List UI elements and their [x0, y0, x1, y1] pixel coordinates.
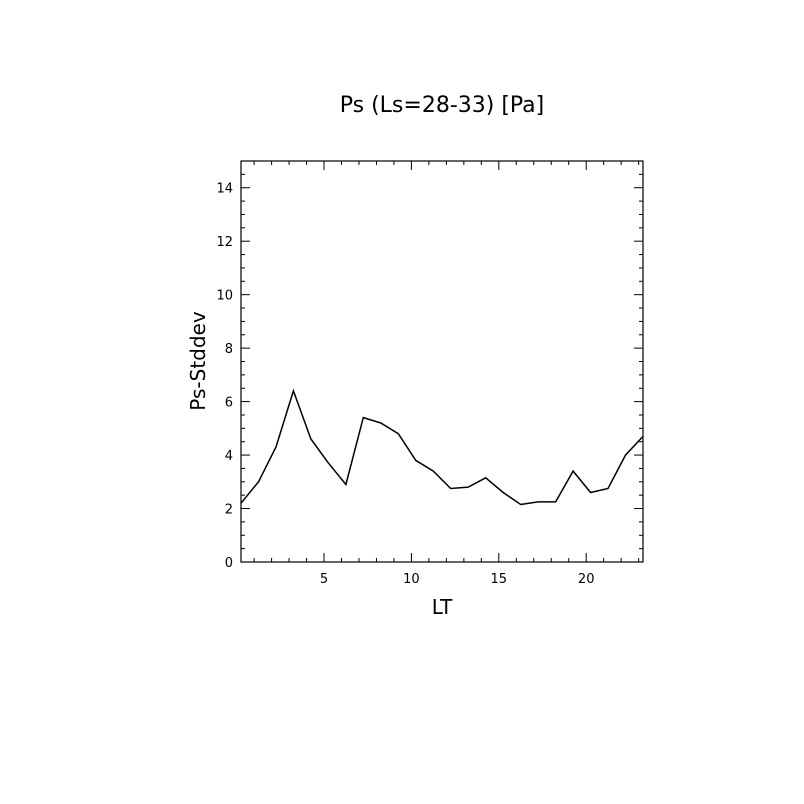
chart-title: Ps (Ls=28-33) [Pa] — [340, 93, 545, 118]
y-tick-label: 14 — [216, 182, 233, 197]
x-tick-label: 20 — [578, 572, 595, 587]
y-tick-label: 8 — [225, 342, 233, 357]
x-tick-label: 10 — [403, 572, 420, 587]
y-tick-label: 10 — [216, 289, 233, 304]
ticks — [241, 160, 643, 563]
x-tick-label: 15 — [491, 572, 508, 587]
x-axis-label: LT — [432, 595, 453, 619]
plot-frame — [240, 160, 644, 563]
tick-labels: 0 2 4 6 8 10 12 14 5 10 15 20 — [216, 182, 594, 587]
y-tick-label: 0 — [225, 556, 233, 571]
series-line — [240, 388, 644, 506]
x-tick-label: 5 — [320, 572, 328, 587]
y-tick-label: 6 — [225, 396, 233, 411]
series-layer — [240, 388, 644, 506]
y-axis-label: Ps-Stddev — [186, 311, 210, 411]
y-tick-label: 4 — [225, 449, 233, 464]
y-tick-label: 2 — [225, 503, 233, 518]
y-tick-label: 12 — [216, 235, 233, 250]
